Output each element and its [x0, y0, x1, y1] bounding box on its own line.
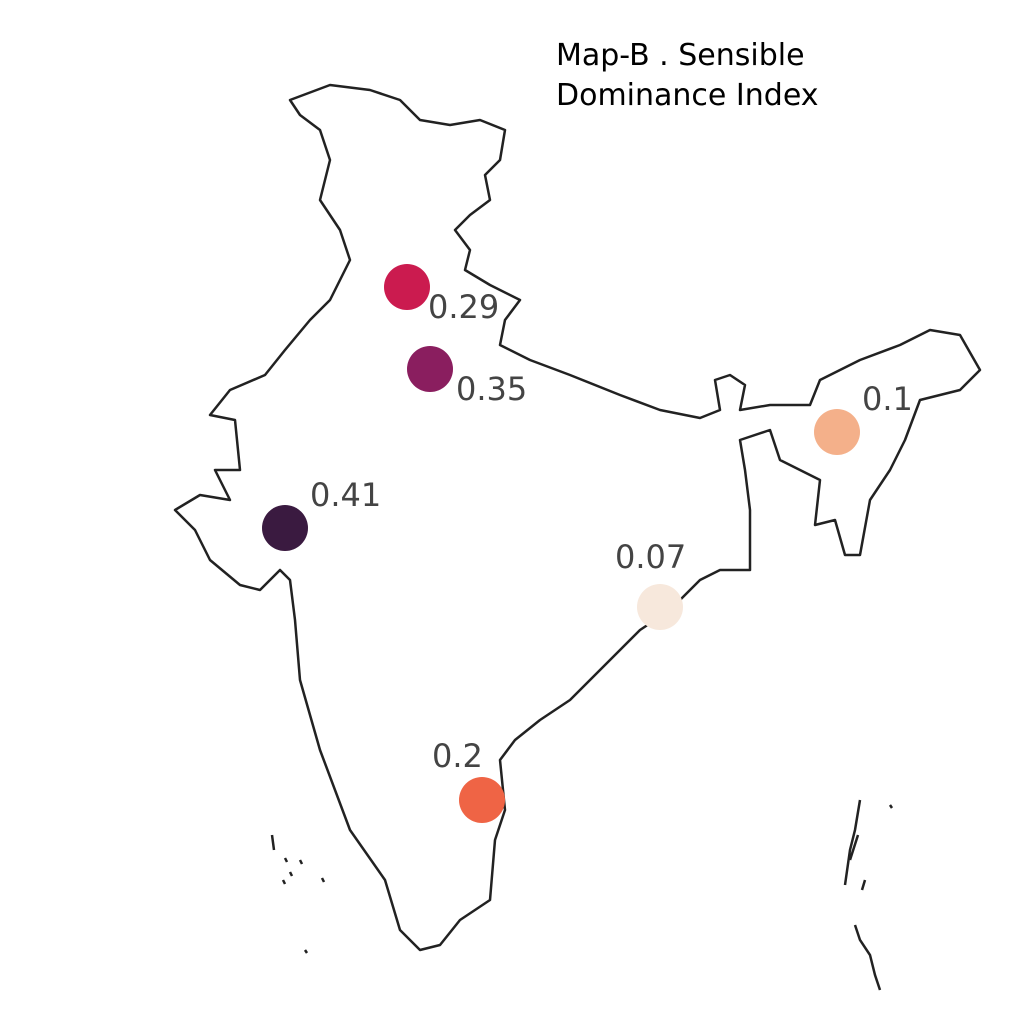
- point-label: 0.07: [615, 538, 686, 576]
- point-label: 0.35: [456, 370, 527, 408]
- point-marker: [814, 409, 860, 455]
- point-label: 0.29: [428, 288, 499, 326]
- point-marker: [384, 264, 430, 310]
- point-label: 0.1: [862, 380, 913, 418]
- point-marker: [407, 346, 453, 392]
- country-outline: [173, 83, 982, 952]
- point-label: 0.41: [310, 476, 381, 514]
- islands: [270, 799, 894, 991]
- point-marker: [637, 584, 683, 630]
- point-marker: [262, 505, 308, 551]
- point-label: 0.2: [432, 737, 483, 775]
- map-title: Map-B . Sensible Dominance Index: [556, 38, 819, 113]
- point-marker: [459, 777, 505, 823]
